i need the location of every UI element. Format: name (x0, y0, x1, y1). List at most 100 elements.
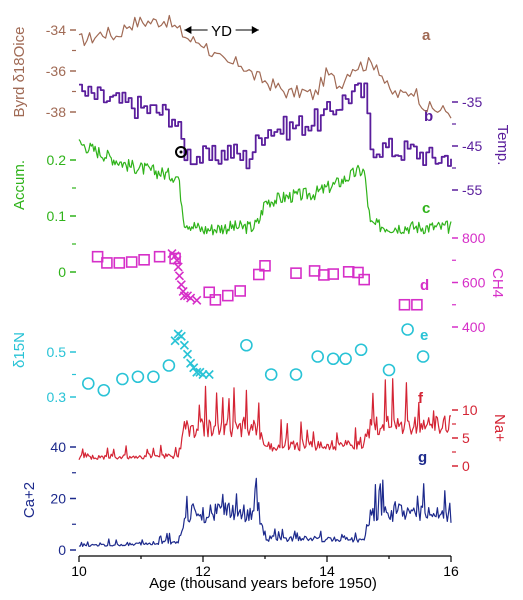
panel-letter-c: c (422, 200, 430, 217)
data-point-d (153, 250, 166, 263)
data-point-e (339, 352, 352, 366)
y-tick-label-d: 600 (462, 275, 486, 291)
data-point-x-e (170, 336, 180, 346)
x-axis-label: Age (thousand years before 1950) (149, 575, 377, 592)
x-tick-label: 12 (195, 563, 211, 579)
data-point-d (234, 285, 246, 297)
data-point-x-e (179, 340, 189, 350)
data-point-x-d (186, 293, 196, 303)
series-line-b (79, 82, 452, 170)
data-point-x-d (174, 271, 185, 281)
panel-letter-d: d (420, 277, 429, 294)
data-point-e (416, 350, 430, 363)
data-point-x-e (182, 349, 193, 359)
data-point-x-d (173, 262, 183, 272)
x-tick-label: 10 (71, 563, 87, 579)
panel-letter-g: g (418, 449, 427, 466)
data-point-e (326, 352, 340, 366)
yd-label: YD (211, 23, 232, 40)
y-axis-label-b: Temp. (494, 125, 511, 166)
data-point-x-e (204, 369, 214, 380)
data-point-e (162, 359, 176, 372)
series-line-a (78, 14, 452, 119)
y-axis-label-d: CH4 (489, 268, 506, 298)
data-point-d (259, 260, 271, 272)
data-point-d (398, 298, 411, 311)
data-point-x-d (176, 280, 186, 290)
series-line-f (78, 378, 451, 460)
data-point-x-e (186, 358, 196, 368)
data-point-e (401, 323, 414, 336)
data-point-d (138, 254, 150, 266)
y-tick-label-g: 40 (50, 439, 66, 455)
yd-arrowhead-left (184, 26, 192, 34)
data-point-e (97, 383, 111, 397)
y-tick-label-e: 0.3 (47, 389, 67, 405)
data-point-e (240, 338, 253, 352)
data-point-d (253, 268, 265, 281)
y-tick-label-c: 0.1 (47, 208, 67, 224)
data-point-d (290, 267, 302, 279)
series-line-c (78, 139, 452, 236)
data-point-x-d (179, 291, 189, 301)
marker-circle-dot (179, 150, 183, 154)
data-point-e (82, 377, 95, 390)
y-axis-label-g: Ca+2 (21, 482, 38, 518)
data-point-x-e (189, 363, 199, 373)
y-tick-label-a: -34 (46, 22, 66, 38)
y-tick-label-c: 0.2 (47, 152, 67, 168)
panel-letter-e: e (420, 327, 428, 344)
x-tick-label: 16 (443, 563, 459, 579)
data-point-e (289, 368, 303, 381)
data-point-e (147, 370, 160, 384)
y-tick-label-a: -38 (46, 104, 66, 120)
x-axis: 10 12 14 16 (71, 555, 459, 579)
data-point-d (222, 289, 234, 302)
panel-letter-a: a (422, 27, 431, 44)
y-tick-label-b: -35 (462, 94, 482, 110)
data-point-x-d (192, 295, 202, 305)
panel-letter-b: b (424, 108, 433, 125)
data-point-d (113, 257, 126, 269)
x-tick-label: 14 (319, 563, 335, 579)
panel-letter-f: f (418, 390, 424, 407)
yd-arrowhead-right (251, 26, 259, 34)
data-point-x-e (176, 331, 186, 341)
y-axis-label-c: Accum. (11, 160, 28, 210)
y-tick-label-g: 0 (58, 542, 66, 558)
data-point-d (91, 250, 104, 263)
y-tick-label-f: 5 (462, 430, 470, 446)
y-axis-label-f: Na+ (491, 414, 508, 442)
data-point-d (411, 298, 423, 311)
data-point-x-e (192, 367, 202, 377)
data-point-e (264, 368, 278, 381)
y-tick-label-f: 10 (462, 402, 478, 418)
marker-circle (175, 146, 187, 158)
data-point-d (209, 294, 222, 306)
y-tick-label-g: 20 (50, 491, 66, 507)
data-point-d (101, 257, 113, 269)
data-point-d (203, 286, 215, 299)
plot-area: -34 -36 -38 Byrd δ18Oice a -35 -45 -55 Temp. b 0.2… (11, 14, 511, 558)
y-tick-label-d: 400 (462, 319, 486, 335)
data-point-e (131, 370, 145, 384)
y-axis-label-e: δ15N (11, 332, 28, 368)
y-tick-label-b: -45 (462, 138, 482, 154)
y-tick-label-b: -55 (462, 182, 482, 198)
y-tick-label-a: -36 (46, 63, 66, 79)
data-point-d (352, 266, 364, 279)
data-point-e (116, 372, 129, 386)
data-point-e (311, 350, 325, 363)
data-point-e (354, 343, 368, 357)
data-point-d (327, 268, 340, 280)
y-tick-label-d: 800 (462, 230, 486, 246)
y-tick-label-e: 0.5 (47, 344, 67, 360)
data-point-d (358, 273, 371, 286)
y-tick-label-c: 0 (58, 264, 66, 280)
y-tick-label-f: 0 (462, 458, 470, 474)
data-point-e (382, 363, 396, 377)
y-axis-label-a: Byrd δ18Oice (11, 27, 28, 118)
series-line-g (78, 477, 452, 547)
data-point-d (125, 256, 138, 268)
